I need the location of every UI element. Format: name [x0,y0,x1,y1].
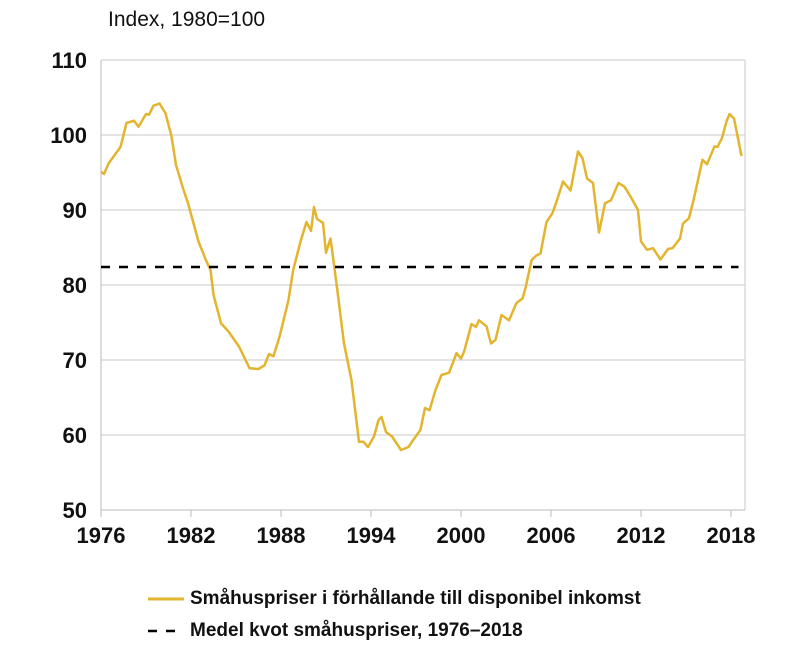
chart-title: Index, 1980=100 [108,8,266,31]
y-tick-label: 60 [63,423,87,448]
y-tick-label: 50 [63,498,87,523]
legend-label: Medel kvot småhuspriser, 1976–2018 [190,620,523,641]
legend-item-house-prices: Småhuspriser i förhållande till disponib… [148,588,641,610]
x-tick-label: 1982 [167,523,216,548]
x-tick-label: 1988 [257,523,306,548]
x-tick-label: 1994 [347,523,397,548]
x-tick-label: 1976 [77,523,126,548]
legend-swatch-dashed [148,629,184,633]
y-tick-label: 90 [63,198,87,223]
series-line-house-prices [100,102,743,452]
x-tick-label: 2018 [707,523,756,548]
legend-item-mean: Medel kvot småhuspriser, 1976–2018 [148,620,523,642]
x-tick-label: 2006 [527,523,576,548]
x-tick-label: 2012 [617,523,666,548]
y-tick-label: 100 [50,123,87,148]
y-tick-label: 110 [52,48,88,73]
x-tick-label: 2000 [437,523,486,548]
y-tick-label: 80 [63,273,87,298]
legend-label: Småhuspriser i förhållande till disponib… [190,588,641,609]
legend-swatch-solid [148,597,184,601]
y-tick-label: 70 [63,348,87,373]
